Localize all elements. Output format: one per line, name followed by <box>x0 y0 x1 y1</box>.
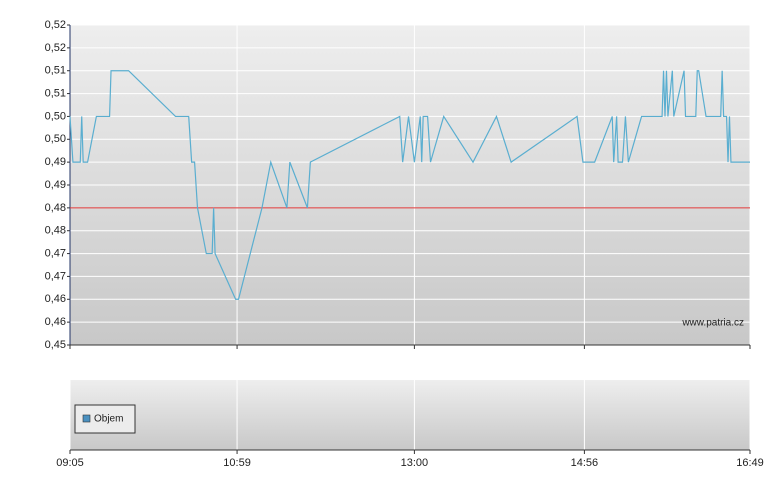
y-tick-label: 0,47 <box>45 270 66 282</box>
y-tick-label: 0,52 <box>45 42 66 54</box>
legend: Objem <box>74 404 136 434</box>
price-line <box>69 70 750 300</box>
y-tick-label: 0,50 <box>45 133 66 145</box>
legend-label: Objem <box>94 414 123 425</box>
x-tick-label: 09:05 <box>56 457 84 469</box>
y-tick-label: 0,45 <box>45 339 66 351</box>
x-tick-label: 10:59 <box>223 457 251 469</box>
y-tick-label: 0,51 <box>45 65 66 77</box>
y-tick-label: 0,47 <box>45 247 66 259</box>
y-tick-label: 0,46 <box>45 316 66 328</box>
y-tick-label: 0,50 <box>45 110 66 122</box>
watermark: www.patria.cz <box>681 318 744 329</box>
y-tick-label: 0,46 <box>45 293 66 305</box>
y-tick-label: 0,48 <box>45 225 66 237</box>
legend-swatch <box>82 414 91 423</box>
y-tick-label: 0,49 <box>45 156 66 168</box>
volume-plot-area <box>70 380 750 450</box>
x-tick-label: 16:49 <box>736 457 764 469</box>
x-tick-label: 13:00 <box>401 457 429 469</box>
y-tick-label: 0,48 <box>45 202 66 214</box>
y-tick-label: 0,49 <box>45 179 66 191</box>
x-tick-label: 14:56 <box>571 457 599 469</box>
y-tick-label: 0,51 <box>45 87 66 99</box>
y-tick-label: 0,52 <box>45 19 66 31</box>
